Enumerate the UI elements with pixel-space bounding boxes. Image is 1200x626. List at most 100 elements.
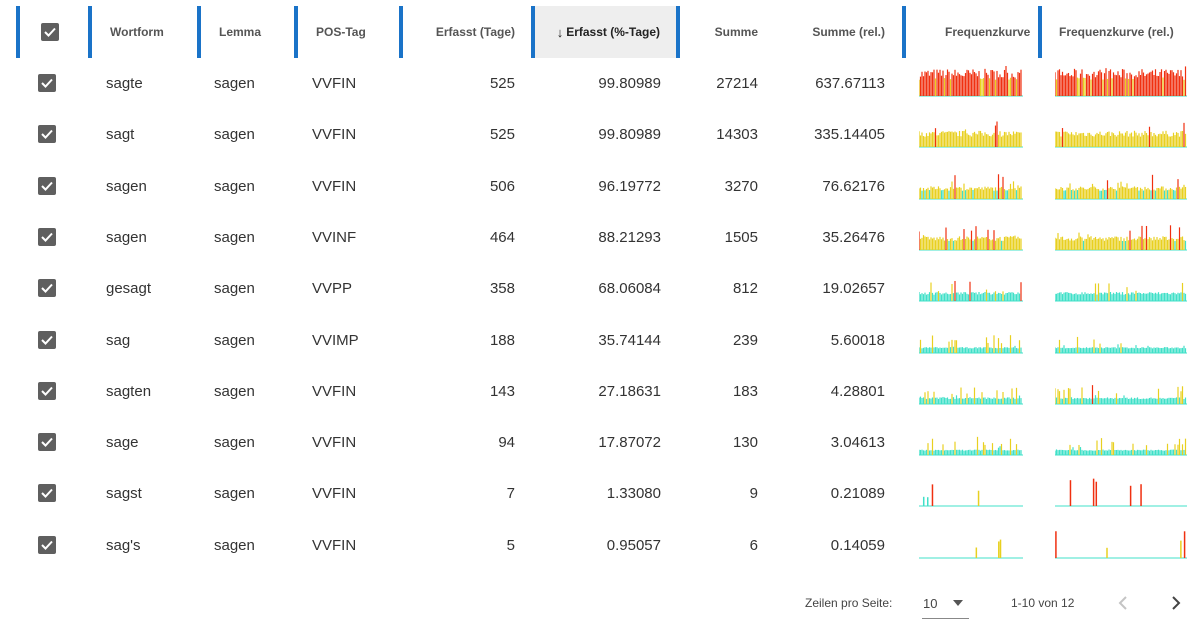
cell-pos-tag: VVFIN <box>312 485 357 503</box>
column-header-label: Erfasst (%-Tage) <box>566 25 660 39</box>
row-checkbox[interactable] <box>38 330 56 349</box>
cell-lemma: sagen <box>214 536 255 554</box>
cell-summe-rel: 4.28801 <box>830 382 885 400</box>
column-separator[interactable] <box>16 6 20 58</box>
cell-wortform: sag <box>106 331 131 349</box>
column-header-lemma[interactable]: Lemma <box>219 6 289 58</box>
cell-erfasst-tage: 525 <box>489 126 515 144</box>
column-separator[interactable] <box>294 6 298 58</box>
cell-erfasst-tage: 188 <box>489 331 515 349</box>
cell-summe: 27214 <box>716 75 758 92</box>
cell-summe-rel: 19.02657 <box>822 280 885 298</box>
cell-wortform: sage <box>106 434 139 452</box>
cell-summe: 9 <box>749 485 758 503</box>
column-header-label: Lemma <box>219 25 262 39</box>
column-header-wortform[interactable]: Wortform <box>110 6 190 58</box>
frequency-curve <box>919 484 1023 507</box>
row-checkbox[interactable] <box>38 125 56 144</box>
chevron-left-icon <box>1118 596 1127 610</box>
table-row[interactable]: sag's sagen VVFIN 5 0.95057 6 0.14059 <box>0 520 1200 571</box>
column-separator[interactable] <box>197 6 201 58</box>
column-header-erfasst-pct-tage[interactable]: ↓ Erfasst (%-Tage) <box>535 6 676 58</box>
column-header-frequenzkurve-rel[interactable]: Frequenzkurve (rel.) <box>1059 6 1189 58</box>
cell-pos-tag: VVFIN <box>312 126 357 144</box>
table-header: Wortform Lemma POS-Tag Erfasst (Tage) ↓ E… <box>0 0 1200 60</box>
frequency-curve <box>919 387 1023 405</box>
previous-page-button[interactable] <box>1111 591 1135 615</box>
column-header-label: Frequenzkurve <box>945 25 1031 39</box>
row-checkbox[interactable] <box>38 279 56 298</box>
frequency-curve-relative <box>1055 283 1187 302</box>
frequency-curve-relative <box>1055 66 1187 97</box>
table-row[interactable]: sagen sagen VVINF 464 88.21293 1505 35.2… <box>0 212 1200 263</box>
column-separator[interactable] <box>531 6 535 58</box>
cell-erfasst-pct-tage: 88.21293 <box>598 228 661 246</box>
arrow-down-icon: ↓ <box>556 24 564 40</box>
cell-erfasst-pct-tage: 35.74144 <box>598 331 661 349</box>
column-separator[interactable] <box>399 6 403 58</box>
cell-pos-tag: VVFIN <box>312 382 357 400</box>
row-checkbox[interactable] <box>38 535 56 554</box>
cell-erfasst-pct-tage: 96.19772 <box>598 177 661 195</box>
checkbox-checked-icon <box>41 540 53 550</box>
frequency-curve <box>919 121 1023 148</box>
column-header-summe-rel[interactable]: Summe (rel.) <box>770 6 885 58</box>
frequency-curve-relative <box>1055 384 1187 405</box>
cell-pos-tag: VVFIN <box>312 177 357 195</box>
frequency-curve-relative <box>1055 336 1187 353</box>
column-header-pos-tag[interactable]: POS-Tag <box>316 6 396 58</box>
cell-pos-tag: VVINF <box>312 228 357 246</box>
frequency-curve-relative <box>1055 438 1187 456</box>
table-row[interactable]: sagt sagen VVFIN 525 99.80989 14303 335.… <box>0 109 1200 160</box>
cell-wortform: sagten <box>106 382 152 400</box>
row-checkbox[interactable] <box>38 74 56 92</box>
column-separator[interactable] <box>88 6 92 58</box>
column-separator[interactable] <box>1038 6 1042 58</box>
row-checkbox[interactable] <box>38 433 56 452</box>
checkbox-checked-icon <box>41 181 53 191</box>
cell-lemma: sagen <box>214 331 255 349</box>
checkbox-checked-icon <box>44 27 56 37</box>
column-separator[interactable] <box>902 6 906 58</box>
cell-lemma: sagen <box>214 434 255 452</box>
cell-lemma: sagen <box>214 75 255 92</box>
table-row[interactable]: sagen sagen VVFIN 506 96.19772 3270 76.6… <box>0 161 1200 212</box>
column-header-frequenzkurve[interactable]: Frequenzkurve <box>945 6 1035 58</box>
cell-lemma: sagen <box>214 126 255 144</box>
column-header-summe[interactable]: Summe <box>680 6 758 58</box>
cell-erfasst-pct-tage: 99.80989 <box>598 126 661 144</box>
column-header-erfasst-tage[interactable]: Erfasst (Tage) <box>405 6 515 58</box>
select-underline <box>922 618 969 619</box>
checkbox-checked-icon <box>41 284 53 294</box>
frequency-curve <box>919 281 1023 302</box>
checkbox-checked-icon <box>41 386 53 396</box>
cell-erfasst-tage: 358 <box>489 280 515 298</box>
rows-per-page-select[interactable]: 10 <box>923 580 969 626</box>
table-row[interactable]: sagten sagen VVFIN 143 27.18631 183 4.28… <box>0 366 1200 417</box>
cell-summe: 130 <box>732 434 758 452</box>
cell-pos-tag: VVIMP <box>312 331 359 349</box>
row-checkbox[interactable] <box>38 484 56 503</box>
cell-lemma: sagen <box>214 382 255 400</box>
cell-erfasst-tage: 94 <box>498 434 515 452</box>
table-row[interactable]: gesagt sagen VVPP 358 68.06084 812 19.02… <box>0 263 1200 314</box>
frequency-curve-relative <box>1055 123 1187 148</box>
cell-summe-rel: 637.67113 <box>815 75 885 92</box>
frequency-curve-relative <box>1055 174 1187 200</box>
table-row[interactable]: sag sagen VVIMP 188 35.74144 239 5.60018 <box>0 315 1200 366</box>
checkbox-checked-icon <box>41 78 53 88</box>
frequency-curve <box>919 436 1023 456</box>
table-row[interactable]: sagte sagen VVFIN 525 99.80989 27214 637… <box>0 58 1200 109</box>
cell-summe-rel: 335.14405 <box>814 126 885 144</box>
column-separator[interactable] <box>676 6 680 58</box>
cell-pos-tag: VVFIN <box>312 536 357 554</box>
table-row[interactable]: sage sagen VVFIN 94 17.87072 130 3.04613 <box>0 417 1200 468</box>
row-checkbox[interactable] <box>38 176 56 195</box>
rows-per-page-value: 10 <box>923 595 938 611</box>
row-checkbox[interactable] <box>38 227 56 246</box>
column-header-label: Summe (rel.) <box>812 25 885 39</box>
table-row[interactable]: sagst sagen VVFIN 7 1.33080 9 0.21089 <box>0 468 1200 519</box>
next-page-button[interactable] <box>1164 591 1188 615</box>
row-checkbox[interactable] <box>38 381 56 400</box>
select-all-checkbox[interactable] <box>41 23 59 41</box>
